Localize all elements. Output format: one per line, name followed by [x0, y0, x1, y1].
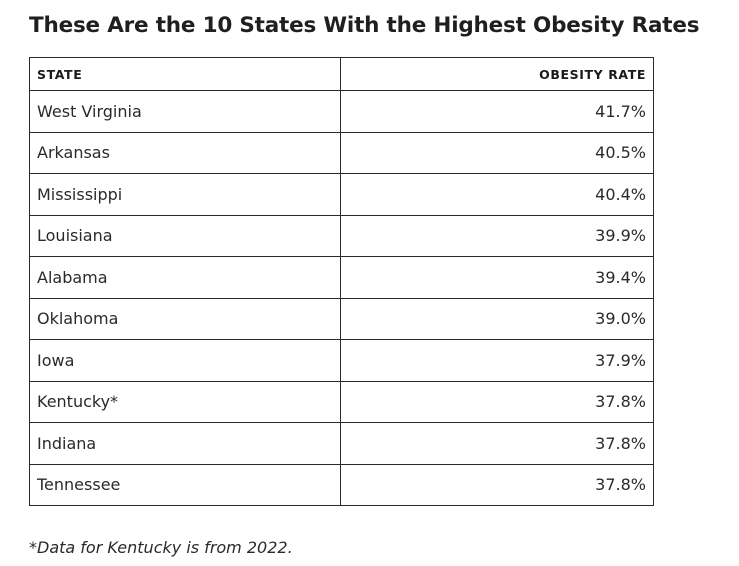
- footnote: *Data for Kentucky is from 2022.: [29, 538, 293, 557]
- table-row: Louisiana 39.9%: [29, 214, 654, 257]
- obesity-rate-cell: 39.9%: [340, 214, 654, 257]
- table-body: West Virginia 41.7% Arkansas 40.5% Mississip…: [29, 90, 654, 506]
- obesity-rate-cell: 39.0%: [340, 297, 654, 340]
- obesity-rates-table: STATE OBESITY RATE West Virginia 41.7% Ark…: [29, 57, 654, 506]
- obesity-rate-cell: 40.4%: [340, 173, 654, 216]
- obesity-rate-cell: 37.8%: [340, 380, 654, 423]
- state-cell: Iowa: [29, 339, 341, 382]
- table-header-row: STATE OBESITY RATE: [29, 57, 654, 91]
- state-cell: Oklahoma: [29, 297, 341, 340]
- state-cell: Louisiana: [29, 214, 341, 257]
- state-cell: Alabama: [29, 256, 341, 299]
- state-cell: Mississippi: [29, 173, 341, 216]
- page-title: These Are the 10 States With the Highest…: [29, 13, 700, 38]
- table-row: West Virginia 41.7%: [29, 90, 654, 133]
- obesity-rate-cell: 37.8%: [340, 463, 654, 506]
- state-cell: Tennessee: [29, 463, 341, 506]
- table-row: Alabama 39.4%: [29, 256, 654, 299]
- table-row: Iowa 37.9%: [29, 339, 654, 382]
- column-header-state: STATE: [29, 57, 341, 91]
- state-cell: Indiana: [29, 422, 341, 465]
- state-cell: West Virginia: [29, 90, 341, 133]
- obesity-rate-cell: 37.9%: [340, 339, 654, 382]
- obesity-rate-cell: 40.5%: [340, 131, 654, 174]
- table-row: Oklahoma 39.0%: [29, 297, 654, 340]
- table-row: Arkansas 40.5%: [29, 131, 654, 174]
- obesity-rate-cell: 39.4%: [340, 256, 654, 299]
- obesity-rate-cell: 37.8%: [340, 422, 654, 465]
- table-row: Tennessee 37.8%: [29, 463, 654, 506]
- table-row: Indiana 37.8%: [29, 422, 654, 465]
- table-row: Mississippi 40.4%: [29, 173, 654, 216]
- table-row: Kentucky* 37.8%: [29, 380, 654, 423]
- state-cell: Kentucky*: [29, 380, 341, 423]
- state-cell: Arkansas: [29, 131, 341, 174]
- obesity-rate-cell: 41.7%: [340, 90, 654, 133]
- column-header-obesity-rate: OBESITY RATE: [340, 57, 654, 91]
